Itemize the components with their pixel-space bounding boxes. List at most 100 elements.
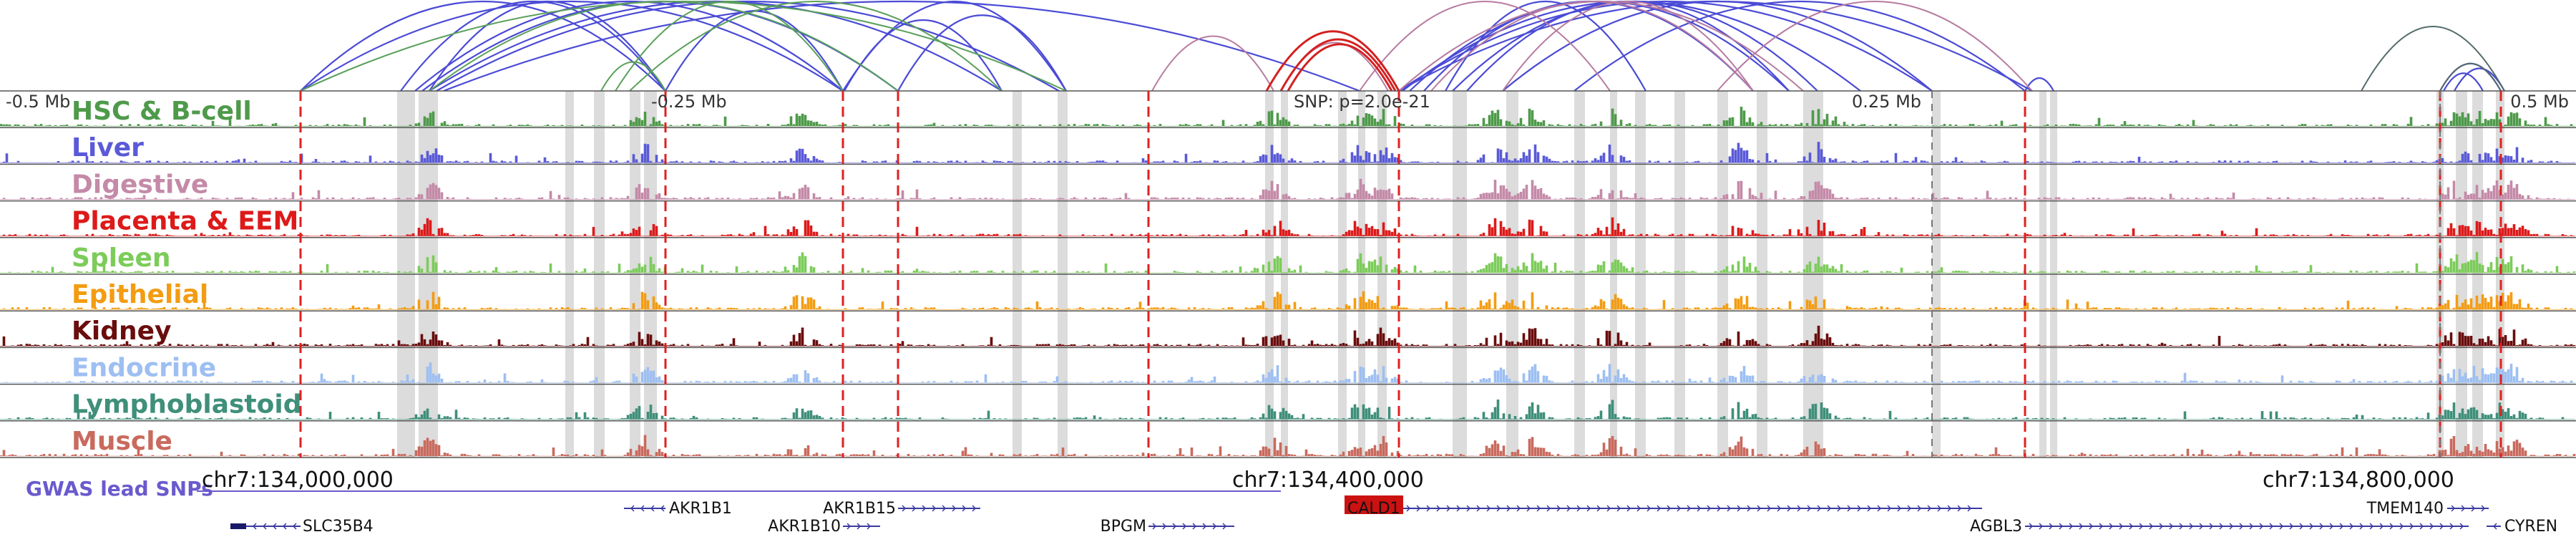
- gene-label: AKR1B1: [669, 500, 732, 518]
- gene-label: AGBL3: [1970, 518, 2022, 536]
- gene-strand-arrow: [1707, 505, 1712, 512]
- gene-strand-arrow: [1727, 505, 1732, 512]
- chromatin-loop: [2361, 26, 2505, 92]
- gene-strand-arrow: [1867, 505, 1872, 512]
- gene-strand-arrow: [2492, 523, 2497, 530]
- chromatin-loop: [400, 0, 666, 92]
- gene-strand-arrow: [1817, 505, 1822, 512]
- gene-strand-arrow: [962, 505, 967, 512]
- gene-strand-arrow: [1546, 505, 1551, 512]
- gene-strand-arrow: [1606, 505, 1611, 512]
- gene-strand-arrow: [1192, 523, 1197, 530]
- gene-strand-arrow: [1212, 523, 1217, 530]
- gene-strand-arrow: [2359, 523, 2364, 530]
- chromatin-loop: [1151, 35, 1274, 92]
- gene-strand-arrow: [1202, 523, 1207, 530]
- axis-label-quarter-left: -0.25 Mb: [651, 92, 727, 112]
- chromatin-loop: [429, 1, 899, 92]
- gene-strand-arrow: [2179, 523, 2184, 530]
- gene-strand-arrow: [1626, 505, 1631, 512]
- gene-strand-arrow: [2389, 523, 2394, 530]
- gene-strand-arrow: [262, 523, 267, 530]
- chromatin-loop: [600, 61, 666, 92]
- gene-strand-arrow: [1947, 505, 1952, 512]
- gene-strand-arrow: [2279, 523, 2284, 530]
- gene-strand-arrow: [2461, 505, 2466, 512]
- gene-strand-arrow: [2029, 523, 2034, 530]
- chromatin-loop: [844, 19, 1002, 92]
- gene-strand-arrow: [1697, 505, 1702, 512]
- gene-strand-arrow: [2409, 523, 2414, 530]
- gene-strand-arrow: [2399, 523, 2404, 530]
- gene-strand-arrow: [2109, 523, 2114, 530]
- signal-track-0: [0, 107, 2575, 127]
- highlighted-gene-box: [1345, 495, 1403, 514]
- gene-strand-arrow: [2049, 523, 2054, 530]
- gene-strand-arrow: [1536, 505, 1541, 512]
- gene-strand-arrow: [1757, 505, 1762, 512]
- gene-strand-arrow: [1847, 505, 1852, 512]
- gene-strand-arrow: [1526, 505, 1531, 512]
- signal-track-9: [0, 435, 2576, 457]
- gene-strand-arrow: [2329, 523, 2334, 530]
- gene-strand-arrow: [2169, 523, 2174, 530]
- gene-strand-arrow: [2039, 523, 2044, 530]
- gene-strand-arrow: [922, 505, 927, 512]
- axis-label-left: -0.5 Mb: [6, 92, 70, 112]
- gene-strand-arrow: [1406, 505, 1411, 512]
- gene-label: BPGM: [1101, 518, 1146, 536]
- gene-strand-arrow: [912, 505, 917, 512]
- track-label: Endocrine: [72, 353, 216, 382]
- gene-strand-arrow: [640, 505, 645, 512]
- gene-strand-arrow: [867, 523, 872, 530]
- gene-strand-arrow: [1747, 505, 1752, 512]
- gene-strand-arrow: [2451, 505, 2456, 512]
- gene-strand-arrow: [2149, 523, 2154, 530]
- gene-strand-arrow: [1787, 505, 1792, 512]
- gene-strand-arrow: [1877, 505, 1882, 512]
- chromatin-loop: [300, 0, 844, 92]
- track-label: Muscle: [72, 427, 172, 456]
- gene-strand-arrow: [2119, 523, 2124, 530]
- signal-track-7: [0, 362, 2575, 383]
- gene-strand-arrow: [272, 523, 277, 530]
- gene-strand-arrow: [2079, 523, 2084, 530]
- gene-strand-arrow: [1967, 505, 1972, 512]
- gene-strand-arrow: [630, 505, 635, 512]
- chromatin-loop: [1265, 30, 1400, 92]
- gene-strand-arrow: [2379, 523, 2384, 530]
- gene-strand-arrow: [1616, 505, 1621, 512]
- gene-strand-arrow: [2199, 523, 2204, 530]
- gene-strand-arrow: [1152, 523, 1157, 530]
- gene-strand-arrow: [2419, 523, 2424, 530]
- gene-strand-arrow: [932, 505, 937, 512]
- gene-strand-arrow: [1506, 505, 1511, 512]
- gene-strand-arrow: [2299, 523, 2304, 530]
- gene-strand-arrow: [2349, 523, 2354, 530]
- gene-strand-arrow: [2139, 523, 2144, 530]
- gene-strand-arrow: [1807, 505, 1812, 512]
- gene-strand-arrow: [1466, 505, 1471, 512]
- gene-strand-arrow: [1777, 505, 1782, 512]
- chromatin-loop: [2443, 72, 2484, 92]
- gene-strand-arrow: [2449, 523, 2454, 530]
- chromatin-loop: [1430, 1, 1754, 92]
- gene-strand-arrow: [2099, 523, 2104, 530]
- chromatin-loop: [1502, 1, 1754, 92]
- gene-strand-arrow: [2471, 505, 2476, 512]
- gene-strand-arrow: [2259, 523, 2264, 530]
- gene-strand-arrow: [2339, 523, 2344, 530]
- gene-strand-arrow: [1857, 505, 1862, 512]
- gene-strand-arrow: [1907, 505, 1912, 512]
- chromatin-loop: [1445, 0, 1646, 92]
- gene-strand-arrow: [1456, 505, 1461, 512]
- chromatin-loops: [300, 0, 2505, 92]
- gene-strand-arrow: [1182, 523, 1187, 530]
- gene-strand-arrow: [952, 505, 957, 512]
- gene-exon: [230, 523, 246, 529]
- gene-strand-arrow: [1737, 505, 1742, 512]
- chromatin-loop: [443, 0, 1360, 92]
- gene-strand-arrow: [1162, 523, 1167, 530]
- gene-strand-arrow: [2319, 523, 2324, 530]
